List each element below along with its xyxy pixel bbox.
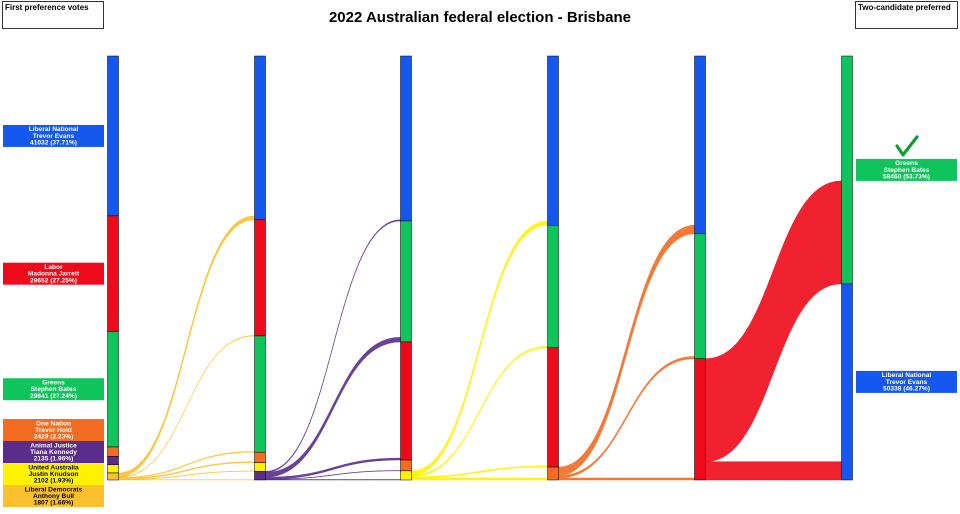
node [108,216,119,332]
node [108,456,119,464]
node [108,331,119,447]
node [255,452,266,462]
label-value: 2135 (1.96%) [34,456,74,463]
node [842,56,853,284]
node [548,467,559,480]
node [401,342,412,460]
label-value: 1807 (1.66%) [34,500,74,507]
node [401,471,412,480]
node [401,460,412,471]
label-value: 2102 (1.93%) [34,478,74,485]
node [255,336,266,452]
label-value: 29641 (27.24%) [30,393,77,400]
node [255,56,266,220]
label-value: 2429 (2.23%) [34,434,74,441]
label-value: 58460 (53.73%) [883,174,930,181]
node [695,234,706,359]
label-value: 29652 (27.25%) [30,277,77,284]
node [108,465,119,473]
node [548,348,559,467]
node [695,56,706,234]
node [255,220,266,336]
left-heading: First preference votes [5,3,89,12]
flow [412,478,548,480]
right-heading: Two-candidate preferred [858,3,951,12]
node [255,463,266,472]
flow [266,479,401,480]
node [108,56,119,216]
node [548,56,559,225]
node [695,359,706,480]
label-value: 50338 (46.27%) [883,386,930,393]
node [842,284,853,480]
flow [706,462,842,480]
node [401,221,412,342]
chart-title: 2022 Australian federal election - Brisb… [329,9,631,26]
node [401,56,412,221]
node [108,473,119,480]
label-value: 41032 (37.71%) [30,140,77,147]
node [548,225,559,348]
flow [559,478,695,480]
node [108,447,119,456]
node [255,471,266,480]
